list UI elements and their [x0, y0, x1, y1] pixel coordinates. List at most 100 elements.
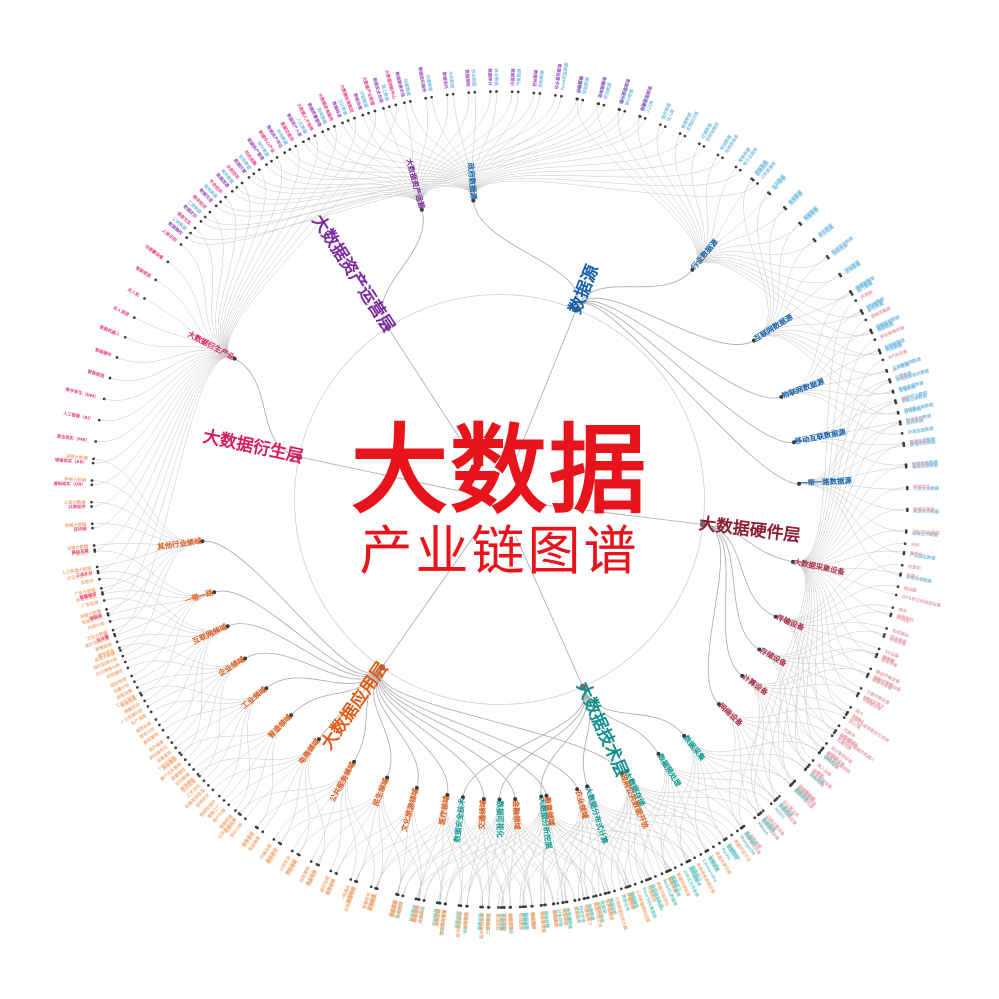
leaf-label: 物流路径规划	[438, 909, 448, 936]
leaf-label: 精准医疗	[501, 913, 508, 931]
leaf-label: 智能家居	[134, 264, 153, 280]
leaf-label: 电信数据	[597, 80, 608, 99]
leaf-label: 路由器	[903, 584, 918, 594]
leaf-label: 信贷风控	[594, 901, 605, 920]
leaf-label: 混合现实（MR）	[56, 432, 90, 444]
leaf-label: 智能制造	[87, 368, 106, 380]
link-layer	[91, 91, 908, 908]
leaf-label: 安全审计	[387, 899, 398, 918]
leaf-label: 网卡	[854, 707, 866, 718]
leaf-label: 终端设备数据	[912, 458, 939, 467]
leaf-label: Flink	[669, 875, 679, 888]
leaf-label: 林业数据	[493, 68, 500, 86]
leaf-label: 智能硬件	[94, 346, 113, 359]
branch-label-derivative: 大数据衍生层	[201, 426, 305, 468]
leaf-label: 法人库	[665, 107, 677, 122]
leaf-label: 服务器	[881, 653, 896, 665]
leaf-label: 农业数据	[470, 68, 478, 87]
leaf-label: 内存计算	[542, 911, 551, 930]
leaf-label: 数据脱敏	[455, 911, 464, 929]
leaf-label: 数据凭证	[531, 70, 539, 88]
leaf-label: 分类算法	[586, 903, 597, 922]
leaf-label: 智慧城市	[79, 590, 98, 601]
leaf-label: 图像识别	[476, 912, 484, 930]
leaf-label: 农机调度	[560, 907, 570, 927]
sub-branch-label: 其他行业领域	[157, 536, 203, 551]
leaf-label: 智能采集器	[913, 506, 935, 514]
leaf-label: GIS可视化	[507, 913, 515, 935]
leaf-label: 一卡通	[894, 371, 909, 382]
leaf-label: 数据加密	[523, 912, 531, 930]
leaf-label: 反欺诈	[462, 911, 470, 925]
leaf-label: 临床决策支持	[478, 912, 486, 939]
leaf-label: 水利数据	[447, 71, 456, 90]
sub-branch-label: 大数据衍生产业	[186, 329, 236, 362]
leaf-label: 2D/3D扫描仪	[912, 528, 941, 537]
leaf-label: 批处理计算	[563, 907, 574, 930]
leaf-label: 光纤	[910, 541, 921, 549]
leaf-label: 推荐算法	[408, 903, 419, 922]
leaf-label: 语音识别	[453, 910, 462, 928]
leaf-label: 访问控制	[501, 913, 508, 931]
leaf-label: 客流预测	[433, 908, 443, 928]
leaf-label: 教育评价	[561, 907, 571, 927]
leaf-label: 数字孪生（DM）	[65, 386, 99, 401]
sub-branch-label: 一带一路	[184, 588, 215, 606]
leaf-label: 个性化学习	[582, 903, 594, 926]
sub-branch-label: 政府数据源	[466, 162, 478, 200]
leaf-label: 会展大数据	[64, 521, 88, 529]
leaf-label: 区块链	[73, 525, 87, 533]
leaf-label: 智能机器人	[99, 323, 122, 338]
sub-branch-label: 工业领域	[239, 685, 268, 711]
leaf-label: 保险精算	[529, 911, 537, 930]
leaf-label: 反欺诈	[80, 577, 95, 587]
leaf-label: 景区管理	[411, 904, 421, 923]
leaf-label: 隐私计算	[410, 904, 420, 923]
leaf-label: 产业园区数据	[909, 551, 936, 561]
label-layer: 数据源政府数据源公安数据工商数据税务数据海关数据财政数据统计数据民政数据人社数据…	[53, 61, 942, 939]
leaf-label: food药监数据	[559, 61, 570, 90]
leaf-label: 移动社交数据	[909, 435, 936, 446]
leaf-label: 流式计算	[585, 903, 596, 922]
sub-branch-label: 大数据采集设备	[793, 557, 846, 577]
leaf-label: 条码识别	[912, 460, 930, 468]
leaf-label: NAS	[862, 695, 874, 705]
sub-branch-label: 传输设备	[774, 612, 806, 632]
leaf-label: 动态可视化	[461, 911, 470, 934]
leaf-label: 法律大数据	[66, 543, 89, 552]
leaf-label: 气象数据	[515, 68, 523, 87]
leaf-label: 大屏展示	[416, 905, 426, 924]
leaf-label: 文本挖掘	[499, 913, 506, 931]
leaf-label: 工业4.0	[75, 569, 92, 579]
leaf-label: 虚拟现实（VR）	[53, 480, 86, 488]
leaf-label: 智能化	[910, 550, 924, 559]
leaf-label: Mesos	[607, 898, 617, 915]
leaf-label: 住建数据	[402, 78, 413, 97]
leaf-label: 线路推荐	[388, 899, 399, 918]
leaf-label: 招生分析	[539, 911, 548, 930]
leaf-label: 政策法规数据	[906, 573, 933, 585]
leaf-label: 仪表盘	[551, 908, 560, 923]
leaf-label: 环境监测数据	[907, 425, 934, 436]
leaf-label: 质检数据	[537, 69, 546, 87]
leaf-label: 位置数据	[894, 369, 913, 381]
leaf-label: 国土数据	[380, 83, 392, 102]
leaf-label: 交通数据	[424, 74, 434, 93]
leaf-label: 社保服务	[411, 904, 422, 924]
leaf-label: 产能合作	[71, 549, 90, 558]
leaf-label: 人文交流数据	[912, 485, 940, 493]
leaf-label: 数据芯片	[913, 483, 930, 491]
leaf-label: 磁带库	[881, 654, 896, 666]
leaf-label: 智慧校园	[604, 898, 615, 917]
leaf-label: GPS定位和监控设备	[901, 593, 942, 609]
leaf-label: 数据经纪服务	[416, 66, 428, 93]
leaf-label: 数据审计	[486, 68, 493, 86]
leaf-label: 金融合作数据	[911, 529, 939, 538]
leaf-label: 聚类分析	[607, 896, 619, 916]
leaf-label: 移动互联	[71, 547, 90, 556]
sub-branch-label: 文化旅游领域	[400, 787, 421, 833]
leaf-label: 养老大数据	[63, 476, 86, 484]
leaf-label: 身份认证	[478, 912, 486, 930]
leaf-label: 数据保险	[463, 69, 471, 87]
